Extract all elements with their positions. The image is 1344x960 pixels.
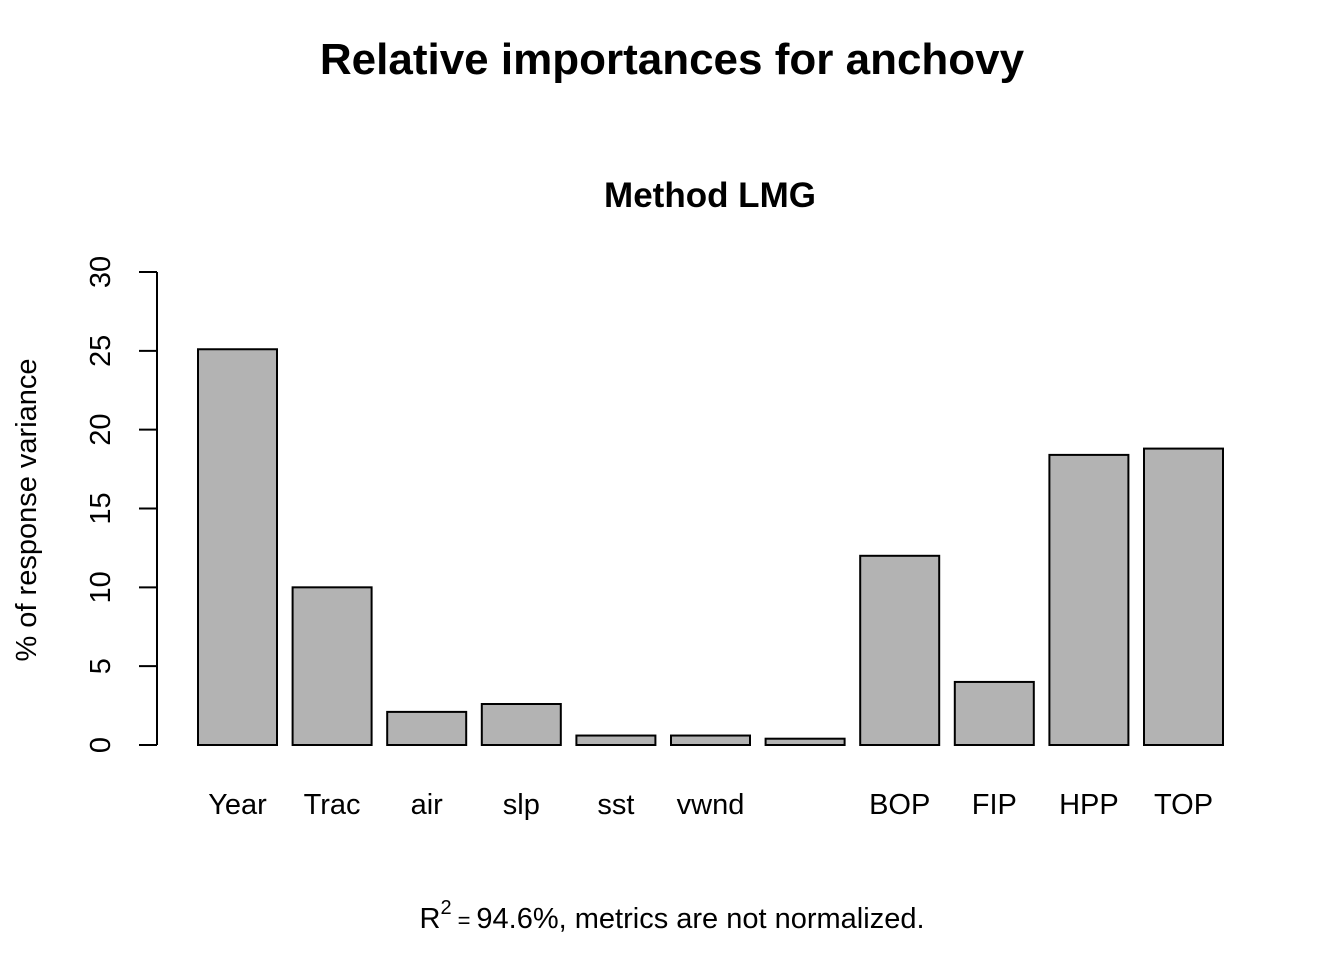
category-label: BOP: [869, 789, 930, 821]
footnote-sup: 2: [440, 897, 451, 919]
bar: [1143, 447, 1224, 746]
bars: [197, 348, 1224, 747]
footnote: R2 = 94.6%, metrics are not normalized.: [419, 897, 924, 935]
category-label: sst: [597, 789, 634, 821]
y-tick-label: 25: [85, 335, 117, 367]
bar: [764, 737, 846, 747]
bar: [480, 703, 562, 746]
y-axis: 0 5 10 15 20 25 30: [85, 256, 158, 753]
y-axis-label: % of response variance: [11, 358, 43, 661]
footnote-text: 94.6%, metrics are not normalized.: [476, 903, 924, 935]
category-label: air: [411, 789, 444, 821]
bar: [291, 586, 373, 746]
footnote-r: R: [419, 903, 440, 935]
bar: [953, 680, 1035, 747]
bar: [670, 734, 751, 746]
chart-subtitle: Method LMG: [604, 176, 816, 215]
category-label: Year: [208, 789, 267, 821]
bar: [859, 554, 941, 746]
footnote-eq: =: [458, 908, 471, 933]
category-label: FIP: [972, 789, 1017, 821]
category-label: Trac: [304, 789, 361, 821]
bar: [197, 348, 278, 746]
y-tick-label: 0: [85, 737, 117, 753]
bar: [575, 734, 657, 746]
category-labels: Year Trac air slp sst vwnd BOP FIP HPP TOP: [208, 789, 1213, 821]
y-tick-label: 10: [85, 571, 117, 603]
category-label: HPP: [1059, 789, 1119, 821]
chart-title: Relative importances for anchovy: [320, 35, 1025, 84]
y-tick-label: 5: [85, 658, 117, 674]
bar: [1048, 453, 1130, 746]
bar: [386, 710, 468, 747]
y-tick-label: 20: [85, 414, 117, 446]
category-label: slp: [503, 789, 540, 821]
y-tick-label: 15: [85, 492, 117, 524]
y-tick-label: 30: [85, 256, 117, 288]
category-label: TOP: [1154, 789, 1213, 821]
category-label: vwnd: [677, 789, 745, 821]
